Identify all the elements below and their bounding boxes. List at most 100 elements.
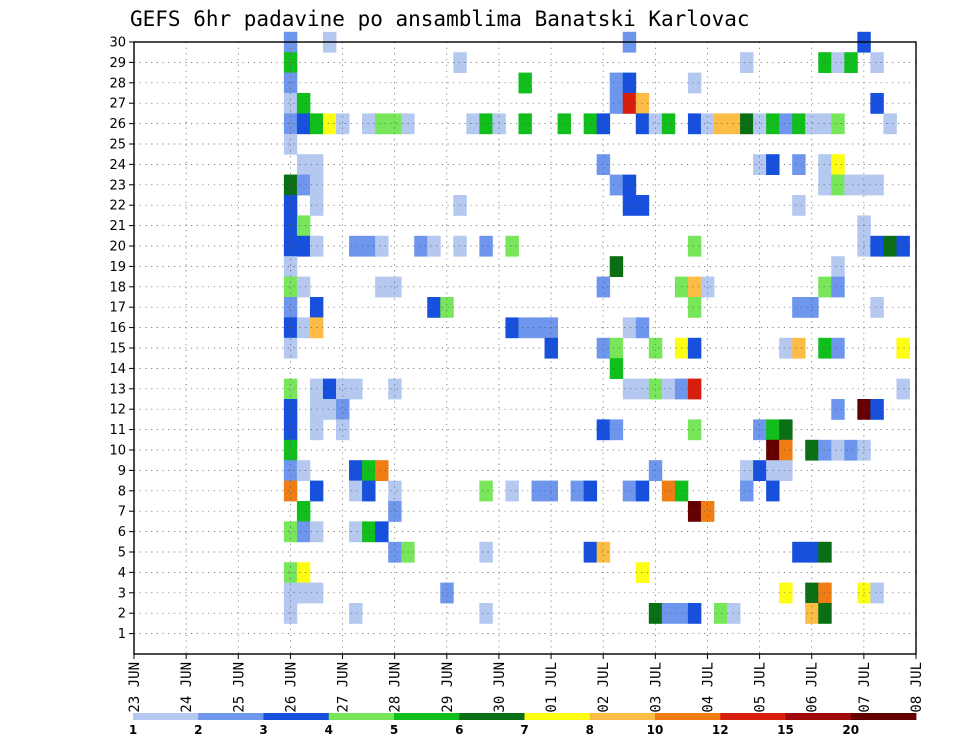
heatmap-cell: [818, 439, 832, 461]
heatmap-cell: [844, 174, 858, 196]
heatmap-cell: [661, 113, 676, 135]
legend-color-swatch: [785, 713, 852, 720]
y-tick-label: 14: [109, 362, 126, 377]
heatmap-cell: [727, 113, 741, 135]
heatmap-cell: [296, 501, 311, 522]
heatmap-cell: [883, 113, 897, 135]
heatmap-cell: [596, 154, 611, 175]
y-tick-label: 29: [109, 56, 126, 71]
x-tick-label: 26 JUN: [283, 662, 299, 713]
heatmap-cell: [414, 235, 428, 257]
y-tick-label: 27: [109, 97, 126, 112]
heatmap-cell: [870, 52, 884, 73]
heatmap-cell: [296, 276, 311, 298]
x-tick-label: 29 JUN: [440, 662, 456, 713]
heatmap-cell: [283, 215, 298, 237]
heatmap-cell: [740, 52, 754, 73]
legend-color-swatch: [263, 713, 330, 720]
y-tick-label: 19: [109, 260, 126, 275]
heatmap-cell: [844, 439, 858, 461]
y-tick-label: 24: [109, 158, 126, 173]
heatmap-cell: [375, 235, 389, 257]
heatmap-cell: [322, 113, 337, 135]
heatmap-cell: [609, 256, 624, 277]
heatmap-cell: [779, 460, 793, 481]
heatmap-cell: [622, 174, 637, 196]
y-tick-label: 4: [118, 566, 126, 581]
heatmap-cell: [870, 235, 884, 257]
legend-label: 20: [842, 723, 859, 737]
heatmap-cell: [283, 276, 298, 298]
heatmap-cell: [700, 276, 715, 298]
chart-title: GEFS 6hr padavine po ansamblima Banatski…: [130, 7, 750, 31]
heatmap-cell: [296, 93, 311, 114]
legend-label: 10: [647, 723, 664, 737]
heatmap-cell: [609, 337, 624, 359]
heatmap-cell: [283, 52, 298, 73]
y-tick-label: 16: [109, 321, 126, 336]
heatmap-cell: [896, 235, 910, 257]
heatmap-cell: [596, 113, 611, 135]
x-tick-label: 08 JUL: [909, 662, 925, 713]
heatmap-cell: [479, 113, 493, 135]
y-tick-label: 3: [118, 586, 126, 601]
heatmap-cell: [805, 439, 819, 461]
heatmap-cell: [388, 480, 402, 502]
y-tick-label: 21: [109, 219, 126, 234]
heatmap-cell: [870, 582, 884, 604]
heatmap-cell: [349, 480, 363, 502]
legend-label: 2: [194, 723, 202, 737]
heatmap-cell: [336, 399, 350, 420]
x-axis: 23 JUN 24 JUN 25 JUN 26 JUN 27 JUN 28 JUN 29 J…: [127, 654, 925, 713]
heatmap-cell: [648, 113, 663, 135]
heatmap-cell: [283, 521, 298, 543]
heatmap-cell: [440, 297, 454, 318]
y-tick-label: 20: [109, 240, 126, 255]
heatmap-cell: [375, 276, 389, 298]
legend-color-swatch: [328, 713, 395, 720]
heatmap-cell: [792, 113, 806, 135]
heatmap-cell: [388, 541, 402, 563]
heatmap-cell: [818, 337, 832, 359]
legend-label: 6: [455, 723, 463, 737]
heatmap-cell: [831, 337, 845, 359]
heatmap-cell: [687, 235, 702, 257]
heatmap-cell: [440, 582, 454, 604]
heatmap-cell: [322, 378, 337, 400]
heatmap-cell: [648, 603, 663, 624]
heatmap-cell: [622, 93, 637, 114]
y-tick-label: 10: [109, 444, 126, 459]
heatmap-cell: [687, 419, 702, 441]
heatmap-cell: [661, 480, 676, 502]
x-tick-label: 23 JUN: [127, 662, 143, 713]
heatmap-cell: [779, 337, 793, 359]
heatmap-cell: [727, 603, 741, 624]
heatmap-cell: [870, 297, 884, 318]
heatmap-cell: [792, 541, 806, 563]
heatmap-cell: [505, 480, 519, 502]
heatmap-cell: [518, 72, 532, 94]
heatmap-cell: [283, 480, 298, 502]
heatmap-cell: [336, 113, 350, 135]
heatmap-cell: [283, 399, 298, 420]
legend-label: 5: [390, 723, 398, 737]
x-tick-label: 25 JUN: [231, 662, 247, 713]
heatmap-cell: [740, 460, 754, 481]
legend-color-swatch: [524, 713, 591, 720]
heatmap-cell: [883, 235, 897, 257]
y-tick-label: 26: [109, 117, 126, 132]
heatmap-cell: [818, 52, 832, 73]
heatmap-cells: [283, 31, 910, 624]
heatmap-cell: [296, 215, 311, 237]
x-tick-label: 04 JUL: [700, 662, 716, 713]
x-tick-label: 05 JUL: [753, 662, 769, 713]
heatmap-cell: [792, 195, 806, 216]
legend-label: 15: [777, 723, 794, 737]
heatmap-cell: [283, 113, 298, 135]
heatmap-cell: [479, 235, 493, 257]
heatmap-cell: [792, 337, 806, 359]
heatmap-cell: [505, 317, 519, 339]
heatmap-cell: [805, 603, 819, 624]
heatmap-cell: [609, 358, 624, 379]
